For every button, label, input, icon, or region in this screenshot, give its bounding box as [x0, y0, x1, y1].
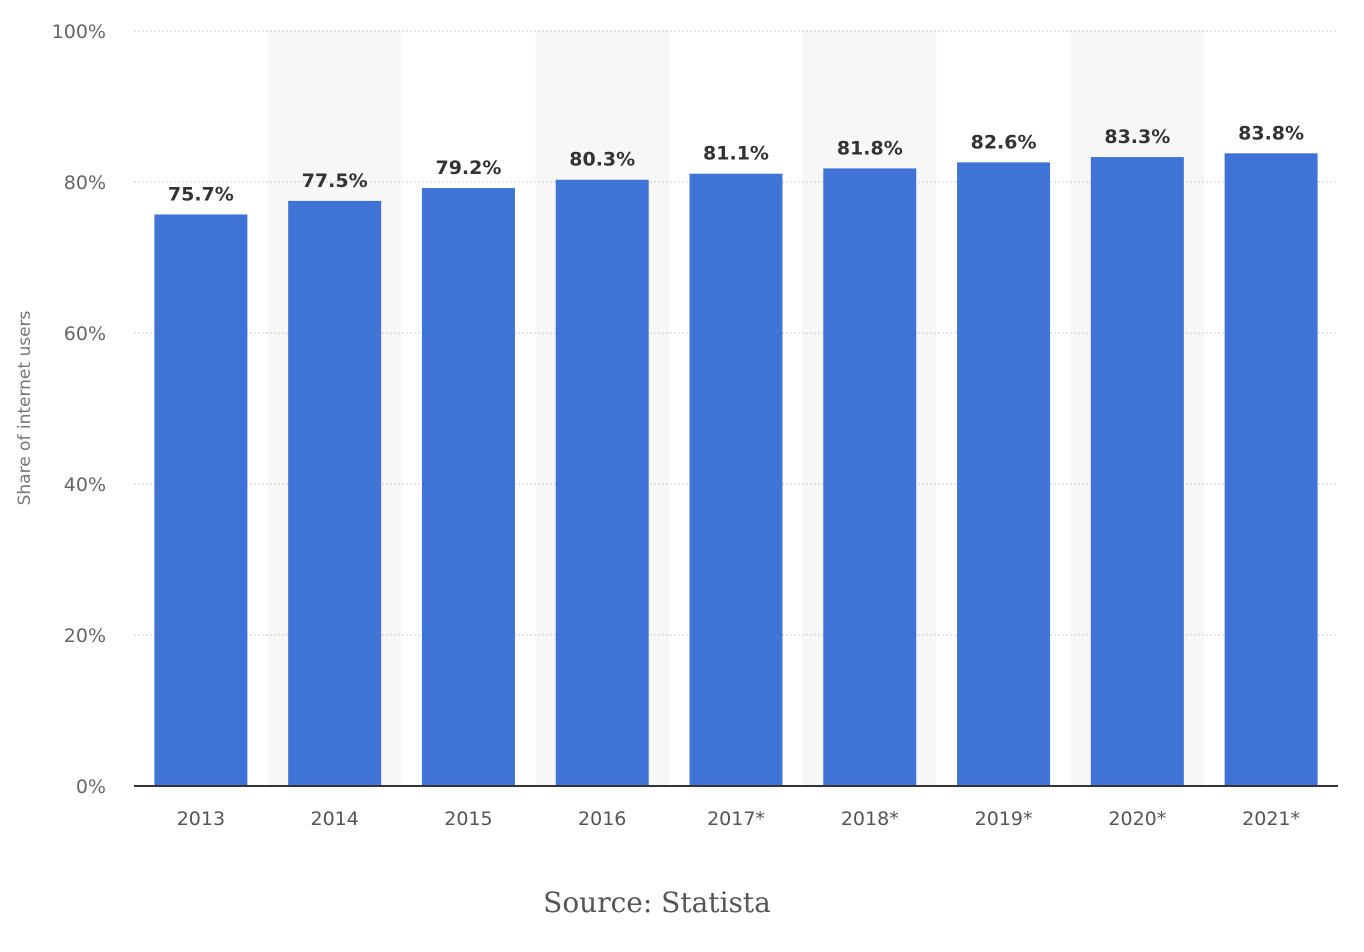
source-caption: Source: Statista — [543, 886, 771, 919]
x-tick-label: 2013 — [177, 808, 225, 830]
y-tick-label: 40% — [64, 474, 106, 496]
y-tick-label: 0% — [76, 776, 106, 798]
x-tick-label: 2020* — [1108, 808, 1166, 830]
data-labels: 75.7% 77.5% 79.2% 80.3% 81.1% 81.8% 82.6% 83.3%… — [168, 122, 1304, 205]
x-tick-label: 2019* — [975, 808, 1033, 830]
y-axis-label: Share of internet users — [15, 310, 35, 505]
bar — [1224, 153, 1318, 786]
y-tick-label: 80% — [64, 172, 106, 194]
bar-chart: 0% 20% 40% 60% 80% 100% 75.7% 77.5% 79.2% 80.3% 8… — [15, 21, 1338, 830]
data-label: 79.2% — [435, 157, 501, 179]
y-tick-label: 100% — [52, 21, 106, 43]
bar — [555, 179, 649, 787]
x-tick-label: 2016 — [578, 808, 626, 830]
data-label: 81.8% — [837, 137, 903, 159]
bar — [689, 173, 783, 786]
data-label: 83.8% — [1238, 122, 1304, 144]
data-label: 81.1% — [703, 143, 769, 165]
bar — [288, 200, 382, 786]
bar — [421, 188, 515, 787]
x-tick-label: 2021* — [1242, 808, 1300, 830]
y-tick-label: 60% — [64, 323, 106, 345]
bar — [154, 214, 248, 787]
y-axis-ticks: 0% 20% 40% 60% 80% 100% — [52, 21, 106, 798]
bar — [1090, 157, 1184, 786]
x-tick-label: 2014 — [310, 808, 358, 830]
y-tick-label: 20% — [64, 625, 106, 647]
data-label: 82.6% — [971, 131, 1037, 153]
x-axis-ticks: 2013 2014 2015 2016 2017* 2018* 2019* 2020* 2021… — [177, 808, 1300, 830]
data-label: 77.5% — [302, 170, 368, 192]
bars — [154, 153, 1318, 787]
data-label: 75.7% — [168, 183, 234, 205]
x-tick-label: 2017* — [707, 808, 765, 830]
bar — [957, 162, 1051, 786]
data-label: 80.3% — [569, 149, 635, 171]
x-tick-label: 2018* — [841, 808, 899, 830]
x-tick-label: 2015 — [444, 808, 492, 830]
bar — [823, 168, 917, 786]
data-label: 83.3% — [1104, 126, 1170, 148]
